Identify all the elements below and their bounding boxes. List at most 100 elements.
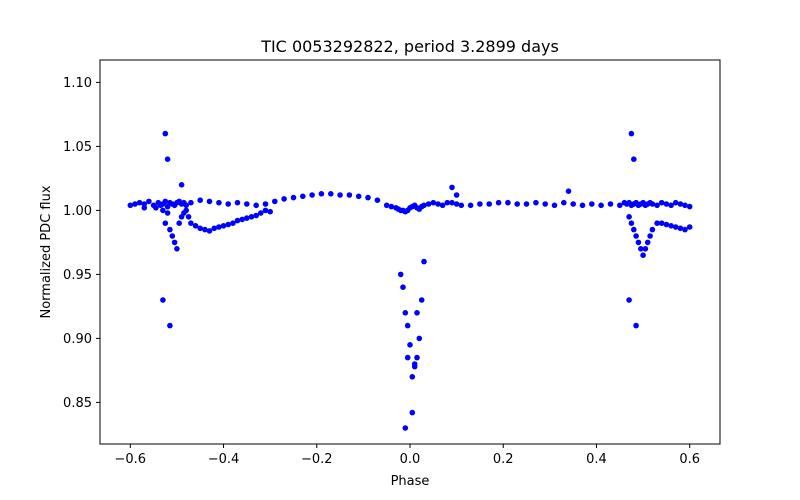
data-point bbox=[127, 202, 134, 209]
data-point bbox=[355, 193, 362, 200]
data-point bbox=[167, 226, 173, 233]
data-point bbox=[453, 192, 460, 198]
data-point bbox=[439, 202, 446, 209]
data-point bbox=[598, 202, 604, 209]
data-point bbox=[682, 226, 688, 233]
plot-area-frame bbox=[99, 59, 721, 445]
data-point bbox=[272, 198, 278, 205]
scatter-points bbox=[127, 130, 693, 431]
data-point bbox=[197, 197, 203, 203]
data-point bbox=[239, 216, 245, 223]
data-point bbox=[453, 201, 460, 207]
data-point bbox=[644, 239, 651, 246]
data-point bbox=[649, 226, 656, 233]
data-point bbox=[649, 201, 656, 207]
data-point bbox=[164, 210, 171, 216]
y-tick-label: 1.10 bbox=[63, 76, 92, 91]
data-point bbox=[414, 310, 420, 316]
data-point bbox=[337, 192, 343, 198]
y-tick-label: 0.85 bbox=[63, 396, 92, 411]
data-point bbox=[435, 201, 441, 207]
data-point bbox=[444, 199, 451, 206]
data-point bbox=[281, 196, 287, 202]
data-point bbox=[663, 221, 670, 228]
data-point bbox=[505, 199, 511, 206]
data-point bbox=[421, 202, 427, 209]
data-point bbox=[551, 202, 558, 209]
data-point bbox=[167, 322, 173, 329]
data-point bbox=[178, 182, 185, 188]
data-point bbox=[136, 199, 143, 206]
data-point bbox=[300, 193, 306, 200]
data-point bbox=[162, 130, 169, 137]
data-point bbox=[561, 199, 567, 206]
data-point bbox=[328, 191, 334, 197]
data-point bbox=[404, 354, 411, 361]
data-point bbox=[628, 220, 635, 226]
data-point bbox=[141, 205, 148, 211]
data-point bbox=[171, 239, 178, 246]
data-point bbox=[654, 220, 660, 226]
data-point bbox=[617, 202, 623, 209]
y-tick-label: 1.00 bbox=[63, 204, 92, 219]
data-point bbox=[404, 322, 411, 329]
data-point bbox=[262, 207, 269, 214]
data-point bbox=[449, 184, 455, 191]
y-axis-ticks: 0.85 0.90 0.95 1.00 1.05 1.10 bbox=[63, 76, 100, 411]
data-point bbox=[668, 223, 674, 229]
data-point bbox=[153, 205, 159, 211]
data-point bbox=[663, 201, 670, 207]
data-point bbox=[477, 201, 483, 207]
y-tick-label: 0.90 bbox=[63, 332, 92, 347]
data-point bbox=[400, 284, 406, 291]
data-point bbox=[216, 199, 222, 206]
data-point bbox=[495, 199, 502, 206]
data-point bbox=[388, 203, 395, 210]
data-point bbox=[234, 199, 241, 206]
data-point bbox=[183, 202, 189, 209]
data-point bbox=[234, 217, 241, 224]
data-point bbox=[365, 194, 371, 201]
data-point bbox=[542, 201, 548, 207]
data-point bbox=[244, 201, 250, 207]
data-point bbox=[132, 201, 138, 207]
data-point bbox=[411, 363, 418, 370]
data-point bbox=[164, 156, 171, 162]
data-point bbox=[565, 188, 572, 194]
data-point bbox=[686, 203, 693, 210]
data-point bbox=[628, 130, 635, 137]
data-point bbox=[421, 258, 427, 265]
data-point bbox=[633, 322, 639, 329]
data-point bbox=[202, 226, 208, 233]
data-point bbox=[467, 202, 474, 209]
data-point bbox=[402, 310, 409, 316]
data-point bbox=[267, 208, 274, 215]
data-point bbox=[206, 198, 213, 205]
y-axis-label: Normalized PDC flux bbox=[39, 185, 54, 318]
data-point bbox=[533, 199, 539, 206]
data-point bbox=[589, 201, 595, 207]
data-point bbox=[631, 226, 637, 233]
data-point bbox=[658, 199, 665, 206]
data-point bbox=[225, 221, 231, 228]
data-point bbox=[383, 202, 390, 209]
data-point bbox=[162, 220, 169, 226]
data-point bbox=[514, 201, 520, 207]
data-point bbox=[682, 202, 688, 209]
data-point bbox=[425, 201, 432, 207]
data-point bbox=[458, 202, 465, 209]
x-tick-label: 0.6 bbox=[679, 452, 700, 467]
data-point bbox=[160, 207, 166, 214]
data-point bbox=[633, 233, 639, 239]
data-point bbox=[174, 246, 180, 252]
y-tick-label: 0.95 bbox=[63, 268, 92, 283]
data-point bbox=[197, 225, 203, 232]
data-point bbox=[290, 194, 297, 201]
data-point bbox=[397, 271, 404, 278]
data-point bbox=[220, 223, 227, 229]
data-point bbox=[631, 156, 637, 162]
x-tick-label: 0.2 bbox=[493, 452, 514, 467]
data-point bbox=[192, 223, 199, 229]
data-point bbox=[188, 220, 194, 226]
x-tick-label: −0.6 bbox=[115, 452, 147, 467]
